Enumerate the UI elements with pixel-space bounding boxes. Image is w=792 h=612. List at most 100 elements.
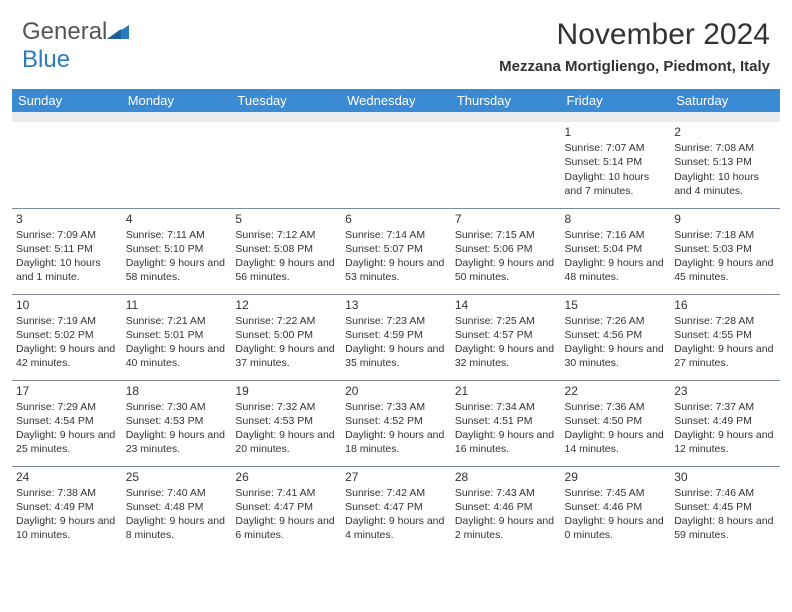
day-cell: 25Sunrise: 7:40 AMSunset: 4:48 PMDayligh… [122, 466, 232, 552]
day-number: 24 [16, 469, 118, 485]
day-number: 1 [565, 124, 667, 140]
daylight-text: Daylight: 9 hours and 14 minutes. [565, 428, 667, 456]
calendar-table: Sunday Monday Tuesday Wednesday Thursday… [12, 89, 780, 552]
sunset-text: Sunset: 4:54 PM [16, 414, 118, 428]
sunset-text: Sunset: 5:04 PM [565, 242, 667, 256]
day-number: 21 [455, 383, 557, 399]
sunrise-text: Sunrise: 7:15 AM [455, 228, 557, 242]
daylight-text: Daylight: 9 hours and 32 minutes. [455, 342, 557, 370]
sunrise-text: Sunrise: 7:28 AM [674, 314, 776, 328]
calendar-week-row: 3Sunrise: 7:09 AMSunset: 5:11 PMDaylight… [12, 208, 780, 294]
daylight-text: Daylight: 9 hours and 35 minutes. [345, 342, 447, 370]
sunset-text: Sunset: 4:53 PM [126, 414, 228, 428]
day-number: 17 [16, 383, 118, 399]
daylight-text: Daylight: 8 hours and 59 minutes. [674, 514, 776, 542]
sunrise-text: Sunrise: 7:42 AM [345, 486, 447, 500]
sunset-text: Sunset: 4:47 PM [345, 500, 447, 514]
day-cell: 18Sunrise: 7:30 AMSunset: 4:53 PMDayligh… [122, 380, 232, 466]
title-block: November 2024 Mezzana Mortigliengo, Pied… [499, 18, 770, 75]
day-cell: 7Sunrise: 7:15 AMSunset: 5:06 PMDaylight… [451, 208, 561, 294]
day-number: 6 [345, 211, 447, 227]
day-cell: 27Sunrise: 7:42 AMSunset: 4:47 PMDayligh… [341, 466, 451, 552]
sunset-text: Sunset: 5:10 PM [126, 242, 228, 256]
daylight-text: Daylight: 9 hours and 6 minutes. [235, 514, 337, 542]
sunrise-text: Sunrise: 7:18 AM [674, 228, 776, 242]
daylight-text: Daylight: 10 hours and 4 minutes. [674, 170, 776, 198]
daylight-text: Daylight: 9 hours and 56 minutes. [235, 256, 337, 284]
brand-name-part1: General [22, 18, 107, 45]
daylight-text: Daylight: 9 hours and 20 minutes. [235, 428, 337, 456]
sunrise-text: Sunrise: 7:19 AM [16, 314, 118, 328]
sunset-text: Sunset: 4:51 PM [455, 414, 557, 428]
sunset-text: Sunset: 4:48 PM [126, 500, 228, 514]
day-number: 19 [235, 383, 337, 399]
day-number: 5 [235, 211, 337, 227]
daylight-text: Daylight: 9 hours and 8 minutes. [126, 514, 228, 542]
sunset-text: Sunset: 4:47 PM [235, 500, 337, 514]
day-cell: 26Sunrise: 7:41 AMSunset: 4:47 PMDayligh… [231, 466, 341, 552]
day-number: 16 [674, 297, 776, 313]
weekday-header: Thursday [451, 89, 561, 112]
day-number: 26 [235, 469, 337, 485]
sunset-text: Sunset: 4:49 PM [16, 500, 118, 514]
sunset-text: Sunset: 5:03 PM [674, 242, 776, 256]
day-cell: 15Sunrise: 7:26 AMSunset: 4:56 PMDayligh… [561, 294, 671, 380]
calendar-week-row: 17Sunrise: 7:29 AMSunset: 4:54 PM Dayligh… [12, 380, 780, 466]
sunrise-text: Sunrise: 7:40 AM [126, 486, 228, 500]
day-number: 3 [16, 211, 118, 227]
day-number: 22 [565, 383, 667, 399]
sunset-text: Sunset: 4:56 PM [565, 328, 667, 342]
day-cell: 14Sunrise: 7:25 AMSunset: 4:57 PMDayligh… [451, 294, 561, 380]
sunset-text: Sunset: 4:46 PM [455, 500, 557, 514]
daylight-text: Daylight: 9 hours and 18 minutes. [345, 428, 447, 456]
sunrise-text: Sunrise: 7:37 AM [674, 400, 776, 414]
sunrise-text: Sunrise: 7:29 AM [16, 400, 118, 414]
day-number: 11 [126, 297, 228, 313]
day-cell: 29Sunrise: 7:45 AMSunset: 4:46 PMDayligh… [561, 466, 671, 552]
day-cell: 8Sunrise: 7:16 AMSunset: 5:04 PMDaylight… [561, 208, 671, 294]
sunset-text: Sunset: 4:59 PM [345, 328, 447, 342]
daylight-text: Daylight: 9 hours and 30 minutes. [565, 342, 667, 370]
sunrise-text: Sunrise: 7:14 AM [345, 228, 447, 242]
day-number: 9 [674, 211, 776, 227]
empty-cell [341, 122, 451, 208]
sunrise-text: Sunrise: 7:32 AM [235, 400, 337, 414]
day-number: 12 [235, 297, 337, 313]
blank-row [12, 112, 780, 122]
day-number: 4 [126, 211, 228, 227]
day-cell: 28Sunrise: 7:43 AMSunset: 4:46 PMDayligh… [451, 466, 561, 552]
sunrise-text: Sunrise: 7:09 AM [16, 228, 118, 242]
daylight-text: Daylight: 10 hours and 7 minutes. [565, 170, 667, 198]
weekday-header: Sunday [12, 89, 122, 112]
day-cell: 3Sunrise: 7:09 AMSunset: 5:11 PMDaylight… [12, 208, 122, 294]
day-cell: 23Sunrise: 7:37 AMSunset: 4:49 PMDayligh… [670, 380, 780, 466]
day-cell: 2Sunrise: 7:08 AMSunset: 5:13 PMDaylight… [670, 122, 780, 208]
day-cell: 1Sunrise: 7:07 AMSunset: 5:14 PMDaylight… [561, 122, 671, 208]
day-number: 28 [455, 469, 557, 485]
daylight-text: Daylight: 9 hours and 37 minutes. [235, 342, 337, 370]
day-number: 27 [345, 469, 447, 485]
day-number: 14 [455, 297, 557, 313]
empty-cell [231, 122, 341, 208]
calendar-week-row: 24Sunrise: 7:38 AMSunset: 4:49 PMDayligh… [12, 466, 780, 552]
day-number: 20 [345, 383, 447, 399]
day-number: 29 [565, 469, 667, 485]
sunset-text: Sunset: 5:02 PM [16, 328, 118, 342]
sunrise-text: Sunrise: 7:43 AM [455, 486, 557, 500]
month-title: November 2024 [499, 18, 770, 52]
day-cell: 6Sunrise: 7:14 AMSunset: 5:07 PMDaylight… [341, 208, 451, 294]
daylight-text: Daylight: 9 hours and 27 minutes. [674, 342, 776, 370]
calendar-body: 1Sunrise: 7:07 AMSunset: 5:14 PMDaylight… [12, 112, 780, 552]
sunset-text: Sunset: 5:13 PM [674, 155, 776, 169]
sunrise-text: Sunrise: 7:25 AM [455, 314, 557, 328]
empty-cell [122, 122, 232, 208]
day-number: 10 [16, 297, 118, 313]
brand-name-part2: Blue [22, 46, 70, 73]
brand-name: GeneralBlue [22, 18, 129, 74]
sunrise-text: Sunrise: 7:26 AM [565, 314, 667, 328]
sunrise-text: Sunrise: 7:21 AM [126, 314, 228, 328]
day-cell: 4Sunrise: 7:11 AMSunset: 5:10 PMDaylight… [122, 208, 232, 294]
daylight-text: Daylight: 9 hours and 42 minutes. [16, 342, 118, 370]
sunrise-text: Sunrise: 7:23 AM [345, 314, 447, 328]
daylight-text: Daylight: 9 hours and 4 minutes. [345, 514, 447, 542]
